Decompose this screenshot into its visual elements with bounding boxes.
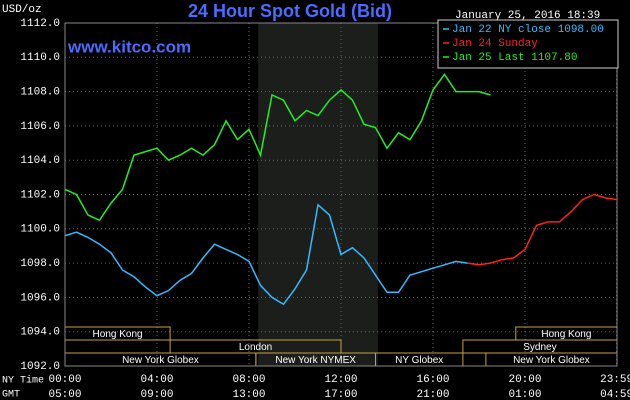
- chart-title: 24 Hour Spot Gold (Bid): [188, 1, 392, 21]
- y-tick-label: 1102.0: [20, 189, 60, 201]
- session-label: New York Globex: [122, 355, 199, 366]
- x-tick-label: 16:00: [416, 374, 449, 386]
- x2-tick-label: 01:00: [508, 389, 541, 400]
- x-tick-label: 12:00: [324, 374, 357, 386]
- x2-tick-label: 04:59: [600, 389, 630, 400]
- y-tick-label: 1094.0: [20, 327, 60, 339]
- session-label: Sydney: [523, 342, 556, 353]
- source: www.kitco.com: [67, 37, 191, 56]
- session-label: New York NYMEX: [275, 355, 356, 366]
- x-tick-label: 04:00: [140, 374, 173, 386]
- y-axis-label: USD/oz: [2, 4, 42, 16]
- legend-box: [437, 19, 619, 69]
- session-label: NY Globex: [395, 355, 443, 366]
- timestamp: January 25, 2016 18:39: [455, 10, 600, 22]
- x2-tick-label: 17:00: [324, 389, 357, 400]
- legend-label: Jan 24 Sunday: [452, 38, 538, 50]
- y-tick-label: 1110.0: [20, 52, 60, 64]
- x2-tick-label: 05:00: [48, 389, 81, 400]
- series-line: [467, 193, 618, 266]
- y-tick-label: 1096.0: [20, 292, 60, 304]
- x-tick-label: 23:59: [600, 374, 630, 386]
- legend-label: Jan 25 Last 1107.80: [452, 52, 577, 64]
- session-label: Hong Kong: [93, 329, 143, 340]
- y-tick-label: 1106.0: [20, 121, 60, 133]
- y-tick-label: 1108.0: [20, 87, 60, 99]
- plot-frame: [64, 22, 618, 367]
- session-label: Hong Kong: [541, 329, 591, 340]
- x-tick-label: 20:00: [508, 374, 541, 386]
- x2-tick-label: 13:00: [232, 389, 265, 400]
- series-line: [64, 203, 468, 306]
- x2-tick-label: 21:00: [416, 389, 449, 400]
- y-tick-label: 1092.0: [20, 361, 60, 373]
- x-axis-label: NY Time: [2, 375, 44, 387]
- y-tick-label: 1098.0: [20, 258, 60, 270]
- series-line: [64, 73, 491, 222]
- session-label: London: [239, 342, 272, 353]
- x2-tick-label: 09:00: [140, 389, 173, 400]
- y-tick-label: 1104.0: [20, 155, 60, 167]
- x-tick-label: 08:00: [232, 374, 265, 386]
- y-tick-label: 1112.0: [20, 18, 60, 30]
- legend-label: Jan 22 NY close 1098.00: [452, 24, 604, 36]
- session-label: New York Globex: [513, 355, 590, 366]
- x-tick-label: 00:00: [48, 374, 81, 386]
- y-tick-label: 1100.0: [20, 224, 60, 236]
- x2-axis-label: GMT: [2, 390, 20, 400]
